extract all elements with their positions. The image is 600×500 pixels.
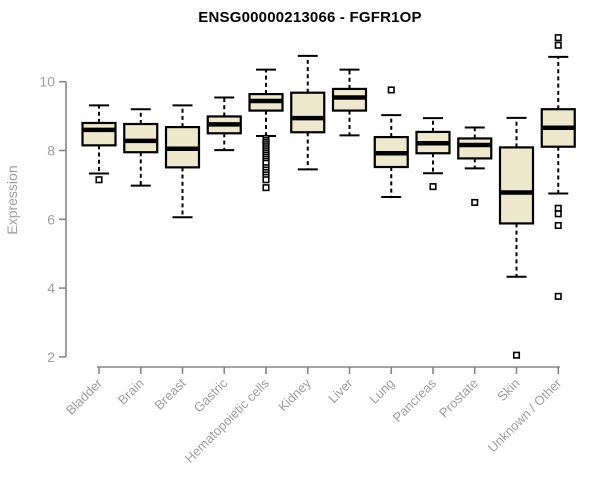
outlier-point-pancreas	[429, 183, 437, 191]
x-tick-label-breast: Breast	[151, 375, 188, 412]
y-tick-label: 10	[39, 74, 55, 90]
box-prostate	[457, 137, 493, 160]
x-tick-label-pancreas: Pancreas	[390, 375, 440, 425]
box-skin	[498, 146, 535, 225]
outlier-point-unknown-other	[554, 221, 562, 230]
x-tick-label-lung: Lung	[366, 376, 397, 407]
y-tick-label: 8	[47, 143, 55, 159]
outlier-point-hematopoietic-cells	[262, 176, 270, 184]
outlier-point-unknown-other	[554, 210, 562, 218]
x-tick-label-kidney: Kidney	[275, 375, 314, 414]
x-tick-label-prostate: Prostate	[436, 376, 481, 421]
outlier-point-unknown-other	[554, 292, 562, 300]
x-tick-label-gastric: Gastric	[191, 375, 231, 415]
y-tick-label: 6	[47, 211, 55, 227]
y-tick-label: 4	[47, 280, 55, 296]
x-tick-label-brain: Brain	[115, 376, 147, 408]
y-axis-label: Expression	[4, 165, 20, 235]
outlier-point-lung	[387, 86, 395, 94]
y-tick-label: 2	[47, 349, 55, 365]
outlier-point-skin	[512, 351, 521, 359]
outlier-point-unknown-other	[554, 34, 562, 42]
outlier-point-unknown-other	[554, 204, 562, 212]
x-tick-label-skin: Skin	[494, 376, 522, 404]
chart-title: ENSG00000213066 - FGFR1OP	[198, 9, 422, 26]
x-tick-label-unknown-other: Unknown / Other	[485, 375, 565, 455]
outlier-point-prostate	[471, 198, 479, 206]
box-kidney	[290, 91, 326, 134]
x-tick-label-bladder: Bladder	[63, 375, 106, 418]
x-tick-label-liver: Liver	[325, 375, 356, 406]
outlier-point-unknown-other	[554, 41, 562, 49]
box-brain	[123, 122, 159, 154]
outlier-point-hematopoietic-cells	[262, 184, 270, 192]
outlier-point-bladder	[95, 176, 103, 184]
box-bladder	[81, 121, 117, 147]
